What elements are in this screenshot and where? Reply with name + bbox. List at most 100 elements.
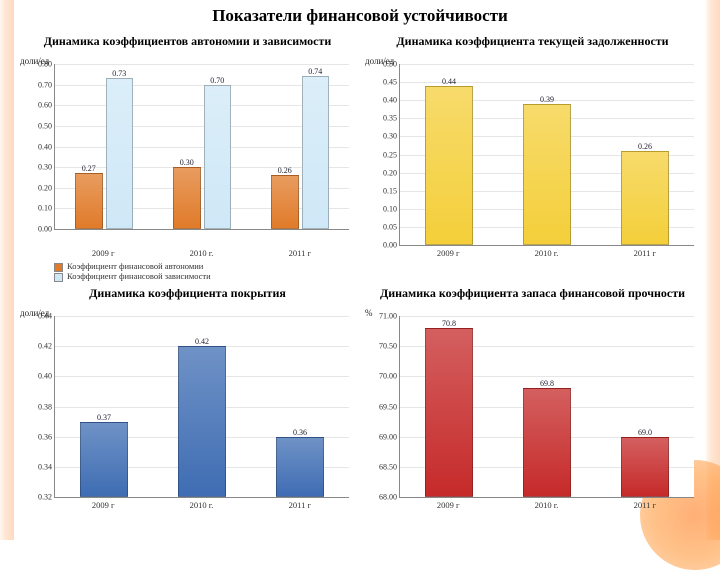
chart1-xtick: 2011 г <box>251 246 349 262</box>
chart2-bar: 0.26 <box>621 151 668 245</box>
chart3-box: доли/ед0.320.340.360.380.400.420.440.370… <box>20 308 355 532</box>
chart2-ytick: 0.10 <box>383 204 400 213</box>
chart2-ytick: 0.05 <box>383 222 400 231</box>
chart1-xtick: 2010 г. <box>152 246 250 262</box>
chart1-group: 0.27 0.73 <box>55 64 153 229</box>
chart3-ytick: 0.44 <box>38 312 55 321</box>
chart2-group: 0.26 <box>596 64 694 245</box>
decor-stripe-left <box>0 0 14 540</box>
chart3-group: 0.42 <box>153 316 251 497</box>
chart4-group: 69.8 <box>498 316 596 497</box>
chart1-group: 0.300.70 <box>153 64 251 229</box>
chart4-xtick: 2010 г. <box>497 498 595 532</box>
panel-chart1: Динамика коэффициентов автономии и завис… <box>20 28 355 280</box>
chart3-title: Динамика коэффициента покрытия <box>20 280 355 308</box>
chart1-ytick: 0.80 <box>38 60 55 69</box>
chart2-bar-label: 0.44 <box>442 77 456 87</box>
chart1-ytick: 0.40 <box>38 142 55 151</box>
chart4-ylabel: % <box>365 308 373 318</box>
chart2-ytick: 0.00 <box>383 241 400 250</box>
chart2-group: 0.44 <box>400 64 498 245</box>
panel-chart2: Динамика коэффициента текущей задолженно… <box>365 28 700 280</box>
chart1-bar: 0.70 <box>204 85 231 229</box>
chart1-ytick: 0.10 <box>38 204 55 213</box>
chart4-xticks: 2009 г2010 г.2011 г <box>399 498 694 532</box>
chart1-bar-label: 0.26 <box>278 166 292 176</box>
chart4-ytick: 68.00 <box>379 493 400 502</box>
chart3-bar: 0.42 <box>178 346 225 497</box>
chart3-group: 0.37 <box>55 316 153 497</box>
chart1-bar-label: 0.74 <box>308 67 322 77</box>
chart4-box: %68.0068.5069.0069.5070.0070.5071.0070.8… <box>365 308 700 532</box>
chart2-xtick: 2009 г <box>399 246 497 280</box>
chart2-ytick: 0.25 <box>383 150 400 159</box>
chart1-ytick: 0.00 <box>38 225 55 234</box>
chart1-ytick: 0.30 <box>38 163 55 172</box>
chart1-bar: 0.74 <box>302 76 329 229</box>
chart3-xticks: 2009 г2010 г.2011 г <box>54 498 349 532</box>
chart1-group: 0.26 0.74 <box>251 64 349 229</box>
chart1-bars: 0.270.730.300.700.260.74 <box>55 64 349 229</box>
chart1-ytick: 0.50 <box>38 121 55 130</box>
chart2-plot: 0.000.050.100.150.200.250.300.350.400.45… <box>399 64 694 246</box>
panel-chart4: Динамика коэффициента запаса финансовой … <box>365 280 700 532</box>
chart4-bar-label: 70.8 <box>442 319 456 329</box>
chart1-legend-item: Коэффициент финансовой зависимости <box>54 272 211 282</box>
chart2-title: Динамика коэффициента текущей задолженно… <box>365 28 700 56</box>
chart1-ytick: 0.60 <box>38 101 55 110</box>
legend-swatch <box>54 273 63 282</box>
chart3-group: 0.36 <box>251 316 349 497</box>
chart3-ytick: 0.36 <box>38 432 55 441</box>
chart-grid: Динамика коэффициентов автономии и завис… <box>20 28 700 532</box>
chart3-ytick: 0.42 <box>38 342 55 351</box>
chart4-ytick: 68.50 <box>379 462 400 471</box>
chart2-ytick: 0.30 <box>383 132 400 141</box>
chart1-box: доли/ед0.000.100.200.300.400.500.600.700… <box>20 56 355 280</box>
chart4-ytick: 69.00 <box>379 432 400 441</box>
chart2-ytick: 0.40 <box>383 96 400 105</box>
chart2-bar: 0.44 <box>425 86 472 245</box>
chart3-xtick: 2010 г. <box>152 498 250 532</box>
chart3-bars: 0.37 0.42 0.36 <box>55 316 349 497</box>
chart1-bar-label: 0.73 <box>112 69 126 79</box>
chart3-ytick: 0.38 <box>38 402 55 411</box>
page-title: Показатели финансовой устойчивости <box>0 0 720 26</box>
decor-stripe-right <box>706 0 720 540</box>
chart2-ytick: 0.20 <box>383 168 400 177</box>
chart1-title: Динамика коэффициентов автономии и завис… <box>20 28 355 56</box>
chart4-bar: 70.8 <box>425 328 472 497</box>
chart3-bar-label: 0.42 <box>195 337 209 347</box>
chart4-ytick: 70.00 <box>379 372 400 381</box>
chart4-bars: 70.8 69.8 69.0 <box>400 316 694 497</box>
chart3-ytick: 0.34 <box>38 462 55 471</box>
chart4-plot: 68.0068.5069.0069.5070.0070.5071.0070.86… <box>399 316 694 498</box>
chart4-bar-label: 69.8 <box>540 379 554 389</box>
panel-chart3: Динамика коэффициента покрытия доли/ед0.… <box>20 280 355 532</box>
chart1-bar-label: 0.27 <box>82 164 96 174</box>
chart4-ytick: 69.50 <box>379 402 400 411</box>
chart1-bar-label: 0.30 <box>180 158 194 168</box>
chart2-ytick: 0.35 <box>383 114 400 123</box>
chart4-ytick: 70.50 <box>379 342 400 351</box>
legend-swatch <box>54 263 63 272</box>
chart2-xtick: 2010 г. <box>497 246 595 280</box>
chart4-title: Динамика коэффициента запаса финансовой … <box>365 280 700 308</box>
chart4-group: 69.0 <box>596 316 694 497</box>
chart2-xtick: 2011 г <box>596 246 694 280</box>
chart2-xticks: 2009 г2010 г.2011 г <box>399 246 694 280</box>
chart2-ytick: 0.50 <box>383 60 400 69</box>
chart1-bar: 0.73 <box>106 78 133 229</box>
chart2-group: 0.39 <box>498 64 596 245</box>
chart4-group: 70.8 <box>400 316 498 497</box>
chart1-plot: 0.000.100.200.300.400.500.600.700.800.27… <box>54 64 349 230</box>
chart3-bar: 0.37 <box>80 422 127 497</box>
chart2-ytick: 0.15 <box>383 186 400 195</box>
chart4-bar: 69.8 <box>523 388 570 497</box>
chart3-bar-label: 0.37 <box>97 413 111 423</box>
chart1-ytick: 0.20 <box>38 183 55 192</box>
chart4-bar: 69.0 <box>621 437 668 497</box>
chart4-xtick: 2011 г <box>596 498 694 532</box>
chart1-xticks: 2009 г2010 г.2011 г <box>54 246 349 262</box>
chart4-ytick: 71.00 <box>379 312 400 321</box>
chart1-bar: 0.30 <box>173 167 200 229</box>
